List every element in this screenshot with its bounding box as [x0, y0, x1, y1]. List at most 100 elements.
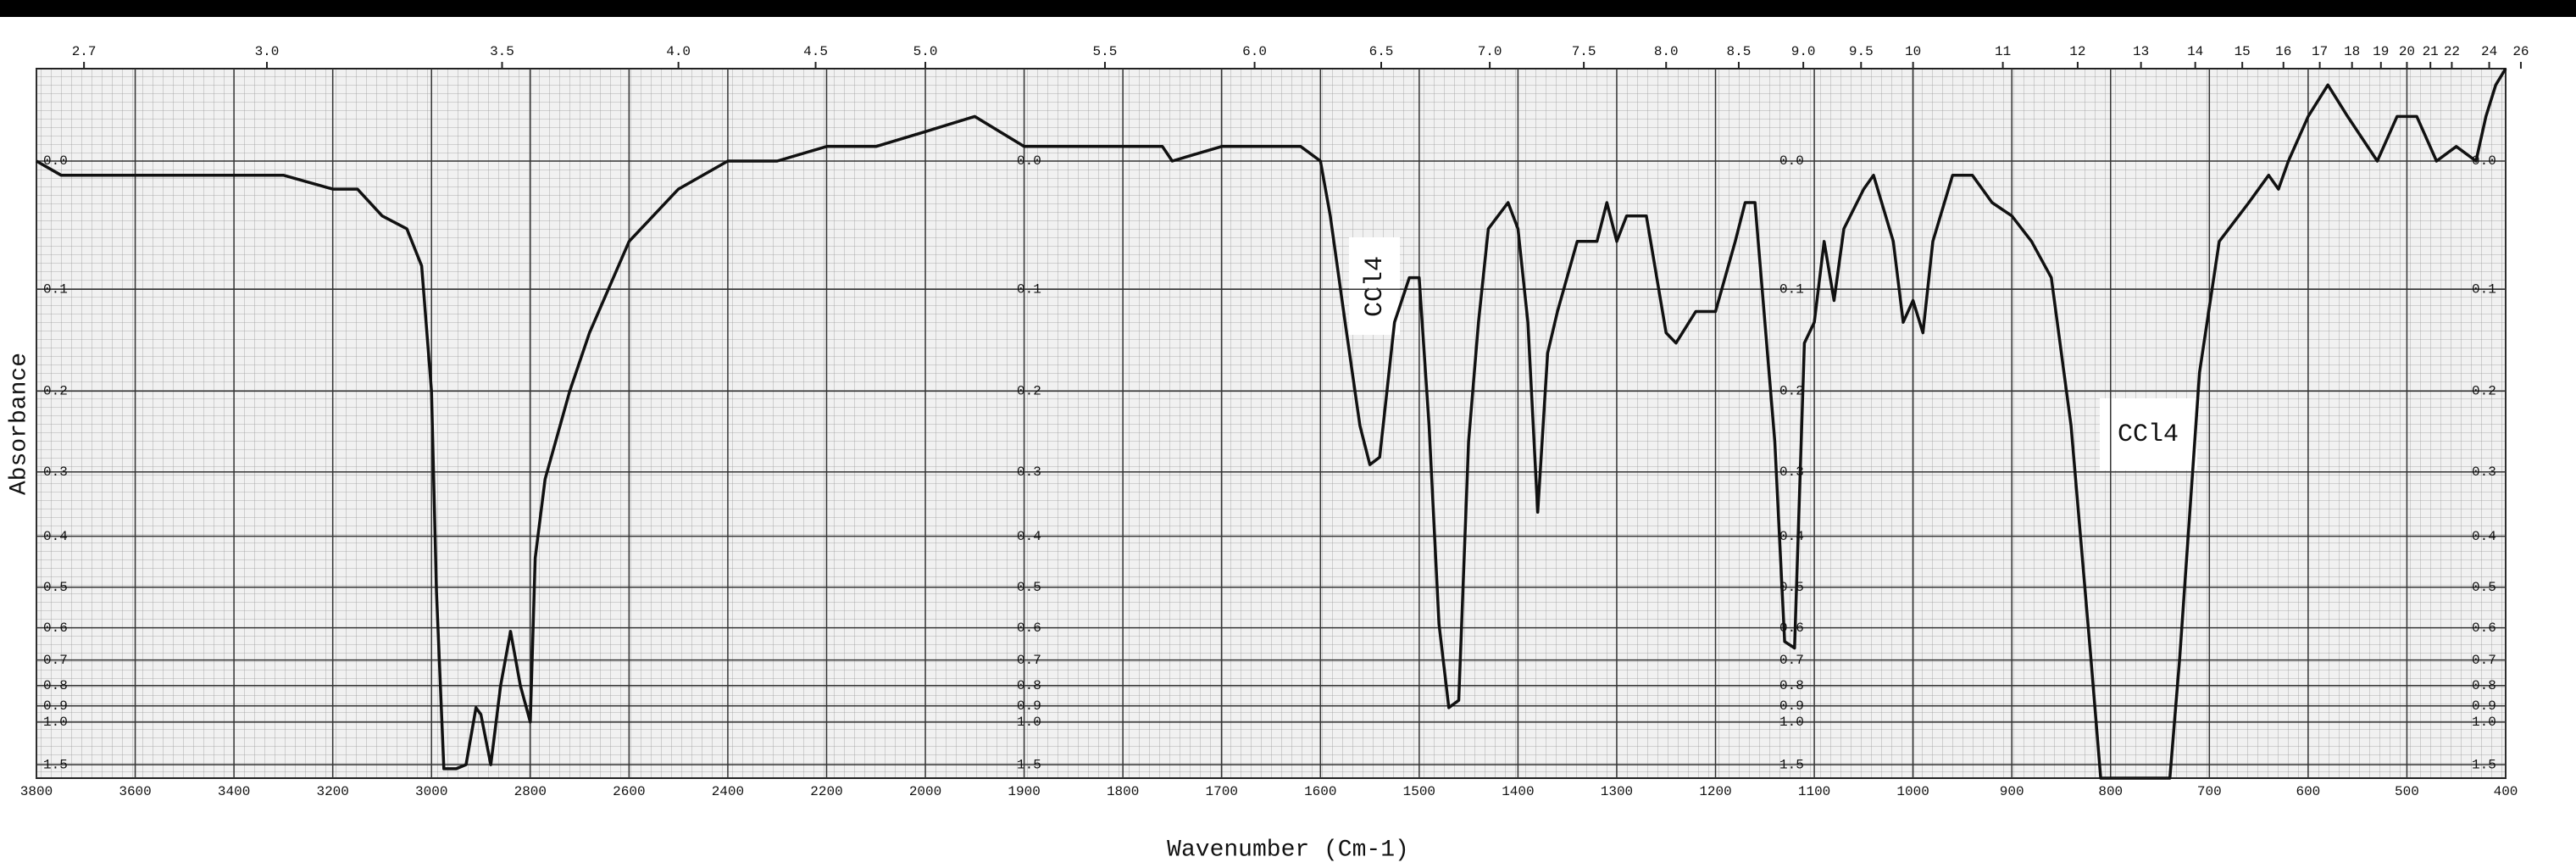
top-tick-label: 5.5	[1093, 44, 1118, 59]
top-tick-label: 8.0	[1654, 44, 1679, 59]
top-tick-label: 16	[2275, 44, 2291, 59]
y-tick-label: 0.2	[43, 384, 68, 399]
y-tick-label: 1.5	[43, 757, 68, 772]
top-tick-label: 9.5	[1849, 44, 1874, 59]
x-tick-label: 500	[2395, 784, 2419, 799]
top-tick-label: 7.5	[1572, 44, 1596, 59]
top-tick-label: 19	[2373, 44, 2389, 59]
x-tick-label: 2600	[613, 784, 645, 799]
top-tick-label: 21	[2423, 44, 2439, 59]
y-tick-label: 0.2	[1779, 384, 1804, 399]
annotation: CCl4	[2118, 420, 2179, 449]
x-tick-label: 1800	[1107, 784, 1139, 799]
y-tick-label: 0.6	[1017, 620, 1041, 636]
top-tick-label: 2.7	[72, 44, 97, 59]
x-axis-label: Wavenumber (Cm-1)	[1167, 837, 1409, 863]
x-tick-label: 400	[2494, 784, 2518, 799]
y-tick-label: 1.5	[1779, 757, 1804, 772]
x-tick-label: 900	[2000, 784, 2024, 799]
top-tick-label: 3.5	[490, 44, 514, 59]
x-tick-label: 700	[2197, 784, 2222, 799]
top-tick-label: 6.5	[1369, 44, 1394, 59]
y-tick-label: 0.4	[1779, 529, 1804, 544]
x-tick-label: 3800	[20, 784, 53, 799]
top-tick-label: 13	[2133, 44, 2149, 59]
y-axis-label: Absorbance	[6, 353, 32, 495]
y-tick-label: 0.8	[2472, 678, 2496, 693]
y-tick-label: 0.7	[2472, 653, 2496, 668]
y-tick-label: 0.7	[1017, 653, 1041, 668]
y-tick-label: 0.5	[1017, 580, 1041, 595]
x-tick-label: 1900	[1008, 784, 1040, 799]
x-tick-label: 2800	[514, 784, 547, 799]
top-band	[0, 0, 2576, 17]
top-tick-label: 9.0	[1791, 44, 1816, 59]
top-tick-label: 4.5	[803, 44, 828, 59]
top-tick-label: 18	[2344, 44, 2360, 59]
x-tick-label: 1000	[1896, 784, 1929, 799]
top-tick-label: 6.0	[1242, 44, 1267, 59]
x-tick-label: 2400	[712, 784, 744, 799]
y-tick-label: 0.9	[1017, 698, 1041, 714]
y-tick-label: 1.5	[1017, 757, 1041, 772]
y-tick-label: 0.5	[2472, 580, 2496, 595]
x-tick-label: 1100	[1798, 784, 1830, 799]
x-tick-label: 1200	[1699, 784, 1731, 799]
top-tick-label: 5.0	[913, 44, 938, 59]
top-tick-label: 26	[2512, 44, 2529, 59]
y-tick-label: 0.4	[43, 529, 68, 544]
top-tick-label: 7.0	[1478, 44, 1502, 59]
y-tick-label: 0.1	[43, 281, 68, 297]
top-tick-label: 8.5	[1727, 44, 1752, 59]
y-tick-label: 0.8	[1779, 678, 1804, 693]
top-tick-label: 4.0	[666, 44, 691, 59]
annotation: CCl4	[1361, 256, 1390, 317]
y-tick-label: 0.3	[1017, 465, 1041, 480]
y-tick-label: 0.0	[1779, 153, 1804, 169]
y-tick-label: 0.9	[1779, 698, 1804, 714]
top-tick-label: 12	[2069, 44, 2085, 59]
y-tick-label: 0.2	[2472, 384, 2496, 399]
top-tick-label: 22	[2444, 44, 2460, 59]
y-tick-label: 0.5	[43, 580, 68, 595]
y-tick-label: 0.4	[1017, 529, 1041, 544]
top-tick-label: 24	[2481, 44, 2497, 59]
x-tick-label: 1600	[1304, 784, 1336, 799]
y-tick-label: 0.0	[43, 153, 68, 169]
x-tick-label: 2200	[810, 784, 842, 799]
y-tick-label: 0.0	[1017, 153, 1041, 169]
annotation-box	[1349, 237, 1400, 335]
y-tick-label: 0.4	[2472, 529, 2496, 544]
y-tick-label: 0.9	[43, 698, 68, 714]
x-tick-label: 1700	[1206, 784, 1238, 799]
x-tick-label: 1500	[1403, 784, 1435, 799]
top-tick-label: 3.0	[255, 44, 280, 59]
y-tick-label: 0.1	[2472, 281, 2496, 297]
y-tick-label: 1.0	[1779, 715, 1804, 730]
y-tick-label: 0.6	[43, 620, 68, 636]
y-tick-label: 0.7	[1779, 653, 1804, 668]
y-tick-label: 0.7	[43, 653, 68, 668]
x-tick-label: 600	[2296, 784, 2320, 799]
y-tick-label: 0.3	[2472, 465, 2496, 480]
top-tick-label: 15	[2235, 44, 2251, 59]
y-tick-label: 1.5	[2472, 757, 2496, 772]
x-tick-label: 1400	[1502, 784, 1534, 799]
top-tick-label: 10	[1905, 44, 1921, 59]
x-tick-label: 800	[2098, 784, 2123, 799]
y-tick-label: 0.3	[1779, 465, 1804, 480]
y-tick-label: 0.2	[1017, 384, 1041, 399]
y-tick-label: 0.9	[2472, 698, 2496, 714]
y-tick-label: 0.8	[1017, 678, 1041, 693]
x-tick-label: 3600	[119, 784, 151, 799]
spectrum-line	[36, 68, 2507, 780]
y-tick-label: 0.1	[1017, 281, 1041, 297]
x-tick-label: 3000	[415, 784, 447, 799]
y-tick-label: 0.1	[1779, 281, 1804, 297]
y-tick-label: 1.0	[2472, 715, 2496, 730]
x-tick-label: 3200	[316, 784, 348, 799]
y-tick-label: 0.8	[43, 678, 68, 693]
x-tick-label: 3400	[218, 784, 250, 799]
